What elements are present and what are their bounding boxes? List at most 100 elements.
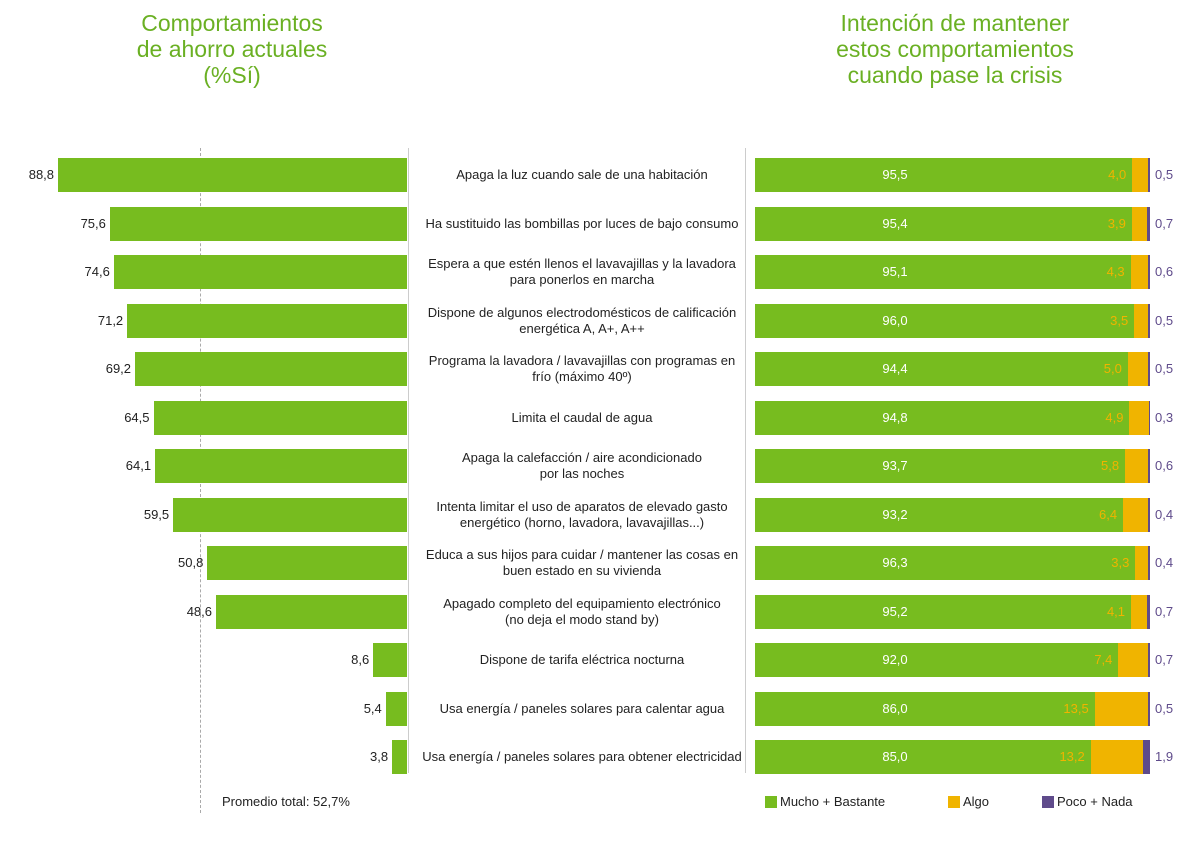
value-label: 4,1	[1106, 603, 1126, 619]
value-label: 94,4	[882, 361, 908, 376]
bar	[127, 303, 407, 338]
value-label: 59,5	[143, 506, 170, 522]
bar-segment	[1142, 740, 1151, 774]
value-label: 5,0	[1103, 361, 1122, 376]
category-label: Apagado completo del equipamiento electr…	[443, 595, 721, 627]
legend-swatch	[765, 796, 777, 808]
value-label: 1,9	[1155, 749, 1174, 764]
chart-title: Intención de mantener estos comportamien…	[836, 10, 1074, 88]
value-label: 96,0	[882, 312, 908, 328]
bar-segment	[1148, 546, 1150, 580]
bar-segment	[1118, 643, 1148, 677]
bar-segment	[1125, 449, 1149, 483]
value-label: 94,8	[882, 409, 908, 425]
category-label: Educa a sus hijos para cuidar / mantener…	[425, 547, 739, 578]
value-label: 71,2	[97, 312, 124, 328]
legend-label: Poco + Nada	[1057, 794, 1133, 809]
bar-segment	[1147, 206, 1150, 241]
value-label: 75,6	[80, 215, 106, 231]
bar-segment	[1148, 691, 1150, 726]
value-label: 96,3	[882, 555, 908, 570]
value-label: 95,2	[882, 603, 908, 619]
bar	[207, 546, 407, 580]
bar-segment	[755, 449, 1126, 483]
value-label: 0,5	[1155, 700, 1174, 716]
category-label: Programa la lavadora / lavavajillas con …	[428, 353, 736, 384]
bar-segment	[1147, 594, 1150, 629]
value-label: 95,1	[882, 264, 908, 279]
value-label: 0,7	[1155, 215, 1174, 231]
value-label: 7,4	[1094, 652, 1113, 667]
category-label: Intenta limitar el uso de aparatos de el…	[436, 498, 728, 530]
bar-segment	[1135, 546, 1149, 580]
category-label: Dispone de algunos electrodomésticos de …	[427, 304, 737, 336]
value-label: 64,1	[125, 458, 152, 473]
bar-segment	[755, 740, 1091, 774]
bar-segment	[1134, 303, 1148, 338]
value-label: 50,8	[178, 555, 204, 570]
value-label: 8,6	[351, 652, 370, 667]
bar	[113, 255, 407, 289]
bar-segment	[1090, 740, 1143, 774]
bar-segment	[1147, 255, 1150, 289]
value-label: 95,5	[882, 167, 908, 182]
bar-segment	[755, 158, 1133, 192]
bar-segment	[755, 255, 1131, 289]
category-label: Apaga la calefacción / aire acondicionad…	[462, 450, 702, 481]
value-label: 88,8	[28, 167, 55, 182]
value-label: 93,7	[882, 458, 908, 473]
category-label: Espera a que estén llenos el lavavajilla…	[428, 256, 736, 287]
value-label: 95,4	[882, 215, 908, 231]
bar-segment	[1127, 352, 1148, 386]
bar	[216, 594, 407, 629]
value-label: 64,5	[124, 409, 150, 425]
value-label: 86,0	[882, 700, 908, 716]
value-label: 0,5	[1155, 312, 1174, 328]
bar-segment	[1130, 255, 1148, 289]
bar-segment	[755, 643, 1119, 677]
value-label: 13,2	[1059, 749, 1085, 764]
value-label: 3,5	[1110, 312, 1129, 328]
value-label: 69,2	[105, 361, 132, 376]
bar-segment	[1148, 158, 1150, 192]
annotation: Promedio total: 52,7%	[222, 794, 350, 809]
bar-segment	[755, 691, 1095, 726]
value-label: 5,8	[1101, 458, 1120, 473]
category-label: Apaga la luz cuando sale de una habitaci…	[456, 167, 708, 182]
value-label: 74,6	[84, 264, 110, 279]
value-label: 4,0	[1108, 167, 1127, 182]
value-label: 0,4	[1155, 506, 1174, 522]
bar	[392, 740, 407, 774]
value-label: 85,0	[882, 749, 908, 764]
bar-segment	[1148, 303, 1150, 338]
value-label: 0,5	[1155, 167, 1174, 182]
value-label: 92,0	[882, 652, 908, 667]
value-label: 0,4	[1155, 555, 1174, 570]
bar-segment	[755, 594, 1132, 629]
bar	[109, 206, 407, 241]
bar-segment	[1129, 400, 1149, 435]
bar-segment	[1147, 352, 1150, 386]
value-label: 0,7	[1155, 603, 1174, 619]
value-label: 3,3	[1111, 555, 1130, 570]
value-label: 0,5	[1155, 361, 1174, 376]
bar-segment	[1094, 691, 1148, 726]
bar-segment	[755, 303, 1135, 338]
legend-swatch	[948, 796, 960, 808]
value-label: 3,8	[369, 749, 389, 764]
bar-segment	[755, 546, 1136, 580]
bar-segment	[1131, 594, 1148, 629]
bar-segment	[1148, 497, 1150, 532]
value-label: 0,7	[1155, 652, 1174, 667]
bar	[155, 449, 407, 483]
legend-swatch	[1042, 796, 1054, 808]
bar-segment	[1132, 158, 1149, 192]
bar	[135, 352, 407, 386]
bar	[373, 643, 407, 677]
bar-segment	[755, 400, 1130, 435]
bar-segment	[1123, 497, 1149, 532]
divider	[408, 148, 409, 773]
bar	[153, 400, 407, 435]
chart-title: Comportamientos de ahorro actuales (%Sí)	[136, 10, 328, 88]
